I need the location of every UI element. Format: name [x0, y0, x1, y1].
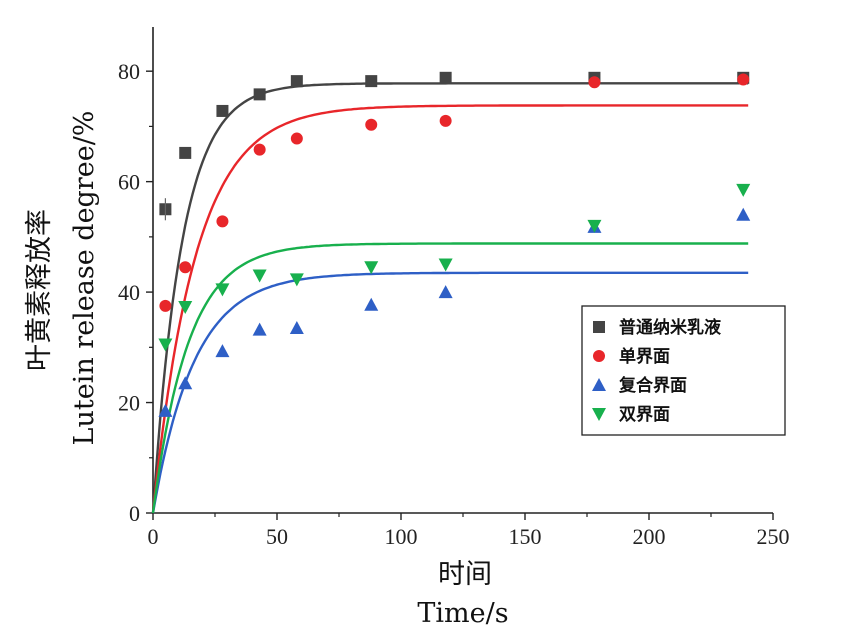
legend-label-4: 双界面	[619, 405, 670, 425]
fit-curve-1	[151, 82, 749, 514]
fit-curves	[151, 82, 749, 514]
data-point-s1	[365, 75, 378, 88]
legend-box	[581, 305, 786, 436]
data-point-s3	[178, 376, 193, 390]
x-tick-label: 100	[385, 524, 418, 549]
data-point-s2	[159, 299, 172, 312]
y-tick-label: 20	[118, 391, 140, 416]
data-point-s2	[365, 118, 378, 131]
y-tick-label: 60	[118, 170, 140, 195]
legend-marker-4	[592, 408, 606, 421]
data-point-s4	[736, 183, 751, 197]
x-axis-title-cn: 时间	[438, 559, 492, 590]
y-tick-label: 0	[129, 501, 140, 526]
data-point-s4	[587, 219, 602, 233]
data-points	[158, 71, 751, 417]
legend-marker-3	[592, 378, 606, 391]
data-point-s2	[439, 114, 452, 127]
fit-curve-3	[151, 271, 749, 514]
data-point-s2	[179, 261, 192, 274]
data-point-s2	[253, 143, 266, 156]
data-point-s1	[439, 71, 452, 84]
data-point-s3	[252, 322, 267, 336]
x-axis-title-en: Time/s	[417, 598, 508, 629]
legend-marker-1	[593, 321, 605, 333]
x-tick-label: 250	[757, 524, 790, 549]
data-point-s2	[290, 132, 303, 145]
legend-label-2: 单界面	[619, 346, 670, 367]
x-tick-label: 150	[509, 524, 542, 549]
data-point-s2	[737, 73, 750, 86]
x-tick-label: 200	[633, 524, 666, 549]
legend-label-1: 普通纳米乳液	[619, 317, 721, 338]
data-point-s1	[253, 88, 266, 101]
data-point-s3	[438, 285, 453, 299]
data-point-s4	[158, 338, 173, 352]
data-point-s2	[216, 215, 229, 228]
y-axis-title-cn: 叶黄素释放率	[24, 209, 55, 371]
data-point-s3	[364, 297, 379, 311]
data-point-s4	[364, 261, 379, 275]
y-axis-title-en: Lutein release degree/%	[69, 111, 100, 446]
data-point-s4	[215, 283, 230, 297]
data-point-s2	[588, 76, 601, 89]
fit-curve-2	[151, 104, 749, 514]
data-point-s3	[289, 320, 304, 334]
data-point-s4	[178, 301, 193, 315]
data-point-s4	[289, 273, 304, 287]
data-point-s1	[179, 146, 192, 159]
x-tick-label: 0	[148, 524, 159, 549]
data-point-s3	[736, 207, 751, 221]
data-point-s1	[290, 75, 303, 88]
fit-curve-4	[151, 242, 749, 514]
y-tick-label: 40	[118, 280, 140, 305]
legend-label-3: 复合界面	[618, 375, 687, 396]
data-point-s4	[438, 258, 453, 272]
x-tick-label: 50	[266, 524, 288, 549]
legend-marker-2	[593, 350, 605, 362]
data-point-s1	[216, 104, 229, 117]
data-point-s4	[252, 269, 267, 283]
plot-axes	[146, 27, 774, 520]
data-point-s3	[215, 344, 230, 358]
y-tick-label: 80	[118, 59, 140, 84]
data-point-s3	[158, 403, 173, 417]
tick-labels: 0 50 100 150 200 250 0 20 40 60 80	[118, 59, 790, 549]
